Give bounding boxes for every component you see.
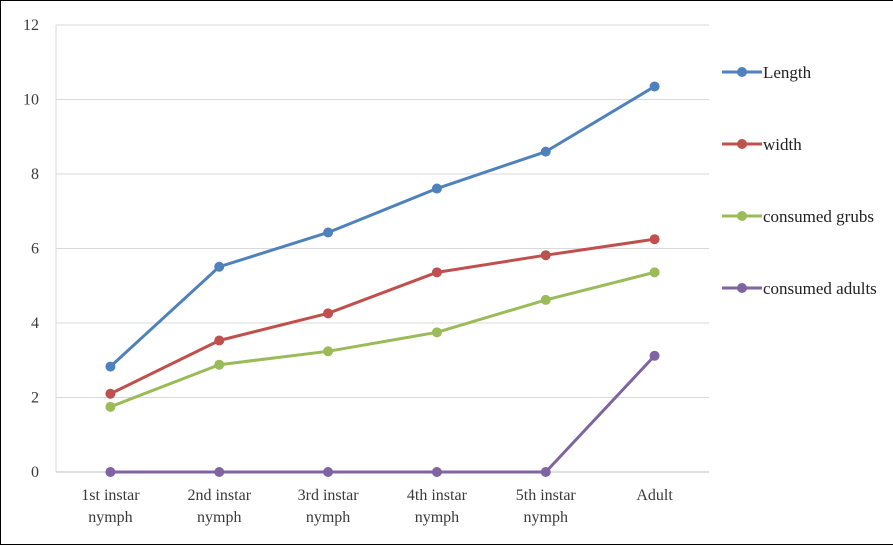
series-width xyxy=(105,234,660,399)
data-point xyxy=(649,234,660,245)
legend-label: consumed adults xyxy=(763,279,877,298)
data-point xyxy=(214,467,225,477)
legend-item: Length xyxy=(722,63,812,82)
data-point xyxy=(323,346,334,357)
legend-label: Length xyxy=(763,63,812,82)
data-point xyxy=(323,227,334,238)
data-point xyxy=(323,308,334,319)
gridlines xyxy=(56,24,709,398)
legend-label: width xyxy=(763,135,802,154)
legend-item: width xyxy=(722,135,802,154)
y-tick-label: 4 xyxy=(31,315,39,332)
legend-item: consumed adults xyxy=(722,279,877,298)
data-point xyxy=(214,359,225,370)
data-point xyxy=(105,388,116,399)
y-tick-label: 10 xyxy=(23,92,39,109)
data-point xyxy=(431,267,442,278)
legend-swatch-marker xyxy=(737,139,747,149)
x-tick-labels: 1st instar nymph 2nd instar nymph 3rd instar… xyxy=(81,487,673,526)
x-tick-label: 4th instar xyxy=(407,487,468,504)
data-point xyxy=(214,261,225,272)
series-consumed-adults xyxy=(105,350,660,477)
legend-swatch-marker xyxy=(737,211,747,221)
x-tick-label: nymph xyxy=(197,509,241,526)
series-line xyxy=(110,354,656,474)
y-tick-label: 6 xyxy=(31,241,39,258)
data-point xyxy=(105,361,116,372)
data-point xyxy=(105,401,116,412)
y-tick-label: 8 xyxy=(31,166,39,183)
series-line xyxy=(109,85,656,368)
data-point xyxy=(431,467,442,477)
data-point xyxy=(214,335,225,346)
y-tick-labels: 0 2 4 6 8 10 12 xyxy=(23,17,39,481)
x-tick-label: 2nd instar xyxy=(187,487,251,504)
data-point xyxy=(540,294,551,305)
data-point xyxy=(649,350,660,361)
y-tick-label: 0 xyxy=(31,464,39,481)
series-consumed-grubs xyxy=(105,267,660,412)
data-point xyxy=(540,146,551,157)
x-tick-label: 5th instar xyxy=(516,487,577,504)
x-tick-label: nymph xyxy=(306,509,350,526)
y-tick-label: 12 xyxy=(23,17,39,34)
legend-swatch-marker xyxy=(737,283,747,293)
data-point xyxy=(540,467,551,477)
y-tick-label: 2 xyxy=(31,390,39,407)
series-line xyxy=(109,270,655,409)
legend-item: consumed grubs xyxy=(722,207,874,226)
x-tick-label: 3rd instar xyxy=(298,487,360,504)
series-line xyxy=(109,237,655,396)
data-point xyxy=(540,250,551,261)
data-point xyxy=(431,327,442,338)
x-tick-label: Adult xyxy=(636,487,673,504)
legend-swatch-marker xyxy=(737,67,747,77)
legend-label: consumed grubs xyxy=(763,207,874,226)
data-point xyxy=(431,183,442,194)
data-point xyxy=(649,81,660,92)
legend: Length width consumed grubs consumed adults xyxy=(722,63,877,298)
data-point xyxy=(323,467,334,477)
x-tick-label: nymph xyxy=(415,509,459,526)
x-tick-label: nymph xyxy=(88,509,132,526)
series-lines xyxy=(105,81,660,477)
series-length xyxy=(105,81,660,372)
data-point xyxy=(105,467,116,477)
data-point xyxy=(649,267,660,278)
x-tick-label: nymph xyxy=(524,509,568,526)
x-tick-label: 1st instar xyxy=(81,487,140,504)
